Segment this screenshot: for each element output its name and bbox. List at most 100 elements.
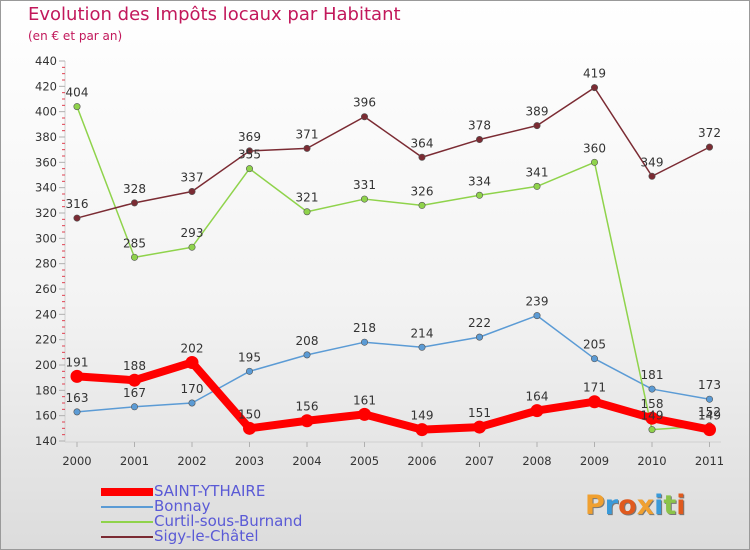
data-label-bonnay: 167 (123, 386, 146, 400)
data-point-curtil-sous-burnand (188, 243, 196, 251)
data-label-curtil-sous-burnand: 331 (353, 178, 376, 192)
data-label-saint-ythaire: 188 (123, 359, 146, 373)
data-label-saint-ythaire: 161 (353, 393, 376, 407)
data-point-bonnay (590, 355, 598, 363)
y-tick-label: 400 (35, 105, 57, 119)
data-point-sigy-le-ch-tel (303, 144, 311, 152)
data-point-saint-ythaire (415, 423, 429, 437)
data-point-sigy-le-ch-tel (418, 153, 426, 161)
data-point-bonnay (705, 395, 713, 403)
y-tick-label: 240 (35, 307, 57, 321)
legend-swatch (101, 488, 153, 496)
legend-swatch (101, 506, 153, 508)
series-line-sigy-le-ch-tel (76, 86, 711, 219)
data-label-saint-ythaire: 202 (181, 341, 204, 355)
data-label-saint-ythaire: 171 (583, 381, 606, 395)
data-point-bonnay (475, 333, 483, 341)
logo-letter: x (636, 490, 655, 521)
data-label-curtil-sous-burnand: 334 (468, 174, 491, 188)
chart-title: Evolution des Impôts locaux par Habitant (28, 4, 401, 25)
data-label-curtil-sous-burnand: 321 (296, 191, 319, 205)
y-tick-label: 200 (35, 358, 57, 372)
data-label-saint-ythaire: 151 (468, 406, 491, 420)
legend-label: Curtil-sous-Burnand (154, 512, 303, 530)
data-label-sigy-le-ch-tel: 371 (296, 127, 319, 141)
data-label-saint-ythaire: 150 (238, 407, 261, 421)
legend-swatch (101, 536, 153, 538)
y-tick-label: 160 (35, 409, 57, 423)
data-point-sigy-le-ch-tel (705, 143, 713, 151)
proxiti-logo: Proxiti (585, 490, 686, 521)
data-label-sigy-le-ch-tel: 349 (641, 155, 664, 169)
x-tick-label: 2003 (235, 454, 264, 468)
x-tick-label: 2001 (120, 454, 149, 468)
data-point-saint-ythaire (300, 414, 314, 428)
data-point-curtil-sous-burnand (131, 253, 139, 261)
x-tick-label: 2005 (350, 454, 379, 468)
data-point-curtil-sous-burnand (73, 103, 81, 111)
data-label-saint-ythaire: 164 (526, 390, 549, 404)
data-label-curtil-sous-burnand: 341 (526, 165, 549, 179)
data-label-bonnay: 239 (526, 295, 549, 309)
y-tick-label: 180 (35, 383, 57, 397)
y-tick-label: 280 (35, 257, 57, 271)
data-label-curtil-sous-burnand: 152 (698, 405, 721, 419)
data-label-sigy-le-ch-tel: 328 (123, 182, 146, 196)
y-tick-label: 140 (35, 434, 57, 448)
data-label-curtil-sous-burnand: 360 (583, 141, 606, 155)
data-label-saint-ythaire: 158 (641, 397, 664, 411)
y-tick-label: 340 (35, 181, 57, 195)
data-point-saint-ythaire (243, 421, 256, 435)
data-point-curtil-sous-burnand (246, 165, 254, 173)
y-tick-label: 440 (35, 54, 57, 68)
chart-subtitle: (en € et par an) (28, 29, 123, 43)
data-point-curtil-sous-burnand (475, 191, 483, 199)
data-label-bonnay: 205 (583, 338, 606, 352)
series-line-bonnay (76, 314, 711, 413)
data-label-bonnay: 170 (181, 382, 204, 396)
x-tick-label: 2011 (695, 454, 724, 468)
data-label-saint-ythaire: 149 (698, 409, 721, 423)
x-tick-label: 2002 (177, 454, 206, 468)
logo-letter: r (604, 490, 619, 521)
data-label-curtil-sous-burnand: 293 (181, 226, 204, 240)
legend-swatch (101, 521, 153, 523)
data-label-bonnay: 173 (698, 378, 721, 392)
data-label-bonnay: 163 (66, 391, 89, 405)
data-point-bonnay (303, 351, 311, 359)
data-point-saint-ythaire (473, 420, 486, 434)
data-label-sigy-le-ch-tel: 337 (181, 170, 204, 184)
data-label-sigy-le-ch-tel: 369 (238, 130, 261, 144)
data-point-curtil-sous-burnand (360, 195, 368, 203)
legend-label: Sigy-le-Châtel (154, 527, 259, 545)
data-point-curtil-sous-burnand (533, 182, 541, 190)
y-tick-label: 380 (35, 130, 57, 144)
data-label-sigy-le-ch-tel: 372 (698, 126, 721, 140)
data-label-curtil-sous-burnand: 285 (123, 236, 146, 250)
data-label-bonnay: 208 (296, 334, 319, 348)
legend-label: Bonnay (154, 497, 211, 515)
data-point-bonnay (648, 385, 656, 393)
y-tick-label: 320 (35, 206, 57, 220)
y-tick-label: 360 (35, 155, 57, 169)
data-point-saint-ythaire (358, 407, 371, 421)
y-tick-label: 300 (35, 231, 57, 245)
data-point-curtil-sous-burnand (590, 158, 598, 166)
data-label-saint-ythaire: 156 (296, 400, 319, 414)
data-point-sigy-le-ch-tel (188, 187, 196, 195)
data-label-sigy-le-ch-tel: 378 (468, 119, 491, 133)
logo-letter: o (618, 490, 637, 521)
logo-letter: i (654, 490, 664, 521)
x-tick-label: 2006 (407, 454, 436, 468)
data-point-saint-ythaire (645, 411, 659, 425)
data-label-sigy-le-ch-tel: 389 (526, 105, 549, 119)
data-point-sigy-le-ch-tel (475, 136, 483, 144)
data-point-saint-ythaire (128, 373, 141, 387)
data-label-sigy-le-ch-tel: 316 (66, 197, 89, 211)
x-tick-label: 2009 (580, 454, 609, 468)
data-point-saint-ythaire (530, 404, 544, 418)
data-point-sigy-le-ch-tel (73, 214, 81, 222)
y-tick-label: 220 (35, 333, 57, 347)
data-label-bonnay: 181 (641, 368, 664, 382)
